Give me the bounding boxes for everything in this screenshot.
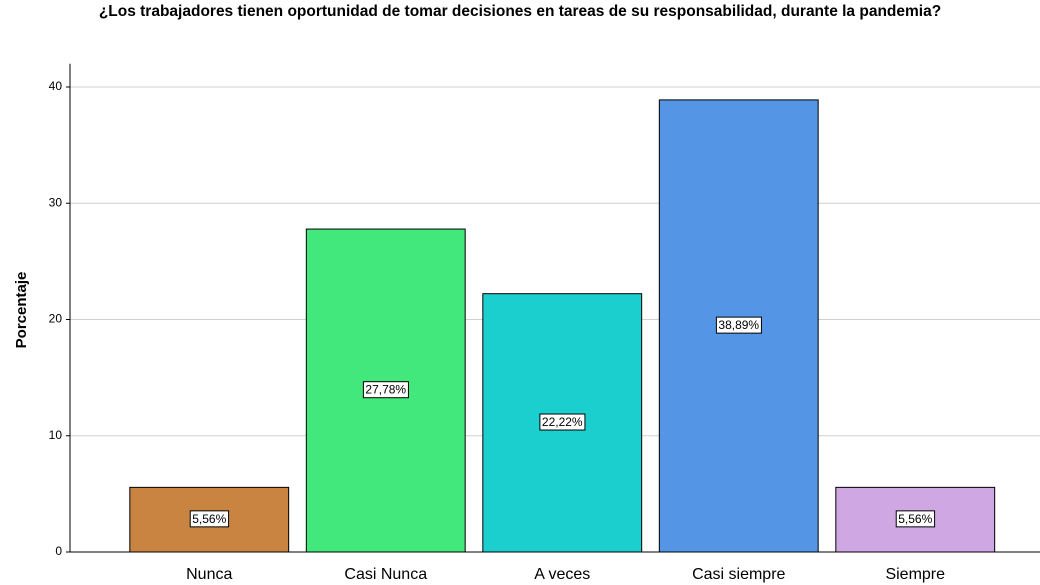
data-label-box (362, 381, 409, 399)
x-tick-label: Casi Nunca (344, 566, 427, 583)
data-label: 22,22% (542, 415, 583, 429)
y-tick-label: 20 (49, 312, 63, 326)
data-label-box (715, 316, 762, 334)
x-tick-label: A veces (534, 566, 590, 583)
x-tick-label: Siempre (885, 566, 945, 583)
data-label-box (539, 413, 586, 431)
data-label-box (895, 510, 936, 528)
data-label-box (189, 510, 230, 528)
data-label: 38,89% (718, 318, 759, 332)
x-tick-label: Nunca (186, 566, 232, 583)
y-tick-label: 30 (49, 195, 63, 209)
y-tick-label: 40 (49, 79, 63, 93)
x-tick-label: Casi siempre (692, 566, 785, 583)
data-label: 5,56% (898, 512, 932, 526)
y-tick-label: 0 (55, 544, 62, 558)
chart-title: ¿Los trabajadores tienen oportunidad de … (98, 3, 942, 20)
y-axis-label: Porcentaje (13, 272, 30, 349)
data-label: 5,56% (192, 512, 226, 526)
data-label: 27,78% (365, 383, 406, 397)
y-tick-label: 10 (49, 428, 63, 442)
